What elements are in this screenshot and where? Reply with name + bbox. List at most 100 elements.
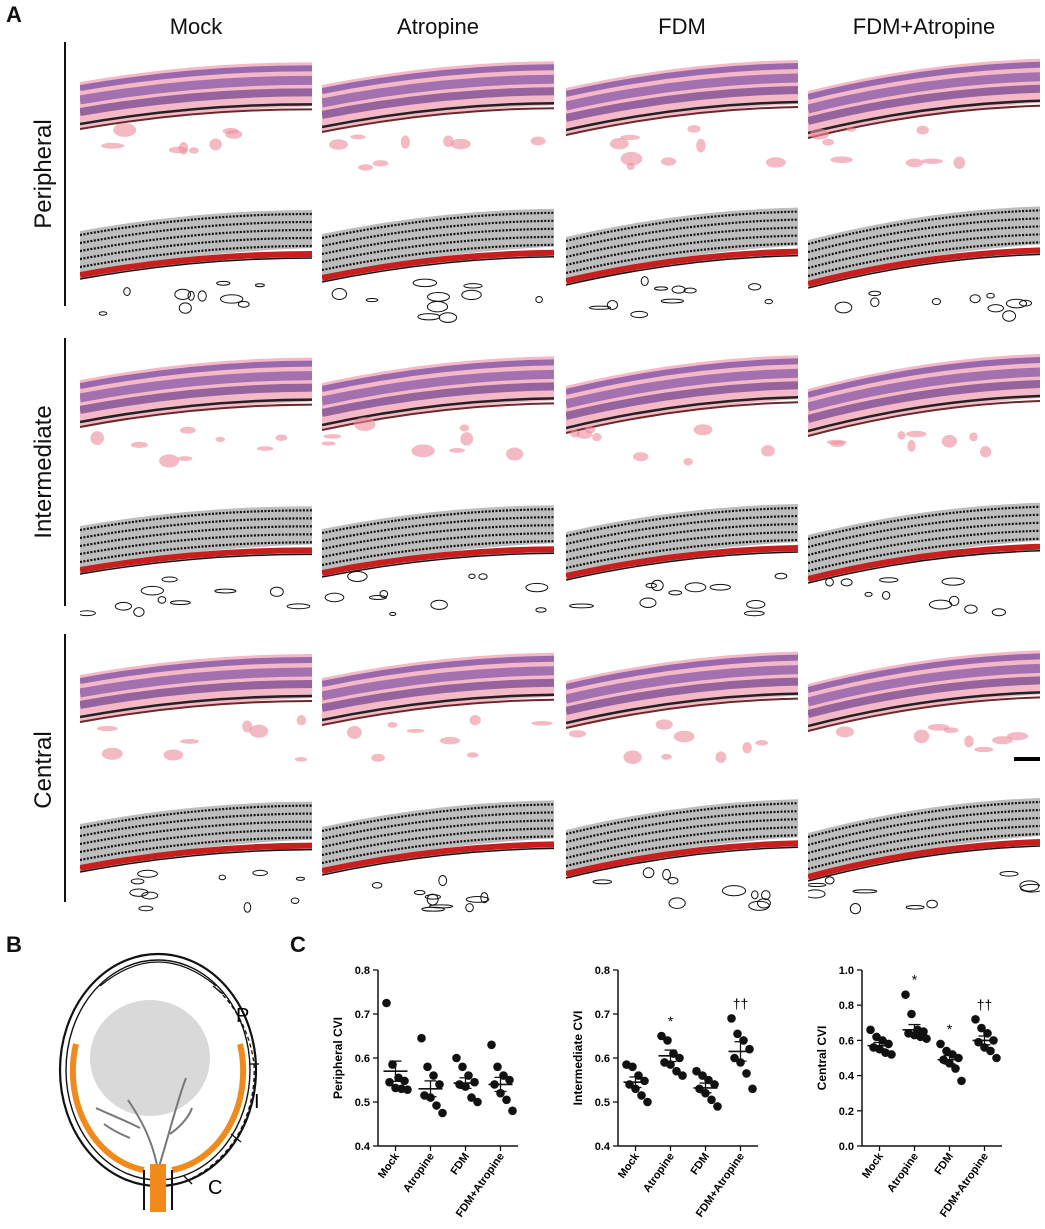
he-image-central-fdm-atropine (808, 640, 1040, 768)
data-point (704, 1075, 713, 1085)
data-point (637, 1091, 646, 1100)
data-point (884, 1039, 893, 1049)
binarized-image-intermediate-mock (80, 492, 312, 620)
eye-diagram: P I C (40, 948, 280, 1223)
he-image-central-fdm (566, 640, 798, 768)
data-point (672, 1066, 681, 1076)
y-tick-label: 0.6 (595, 1053, 610, 1065)
he-image-peripheral-fdm-atropine (808, 48, 1040, 176)
binarized-image-intermediate-fdm (566, 492, 798, 620)
column-header-mock: Mock (169, 14, 223, 39)
x-tick-label: Atropine (401, 1151, 437, 1195)
data-point (907, 1009, 916, 1019)
data-point (400, 1076, 409, 1086)
binarized-image-intermediate-atropine (322, 492, 554, 620)
data-point (435, 1080, 444, 1089)
data-point (467, 1093, 476, 1102)
y-axis-label: Central CVI (815, 1026, 829, 1091)
data-point (692, 1066, 701, 1076)
panel-b-letter: B (6, 932, 22, 957)
data-point (432, 1101, 441, 1110)
data-point (657, 1031, 666, 1041)
data-point (977, 1023, 986, 1033)
row-divider-peripheral (64, 42, 66, 306)
data-point (473, 1097, 482, 1107)
data-point (417, 1033, 426, 1043)
row-label-central: Central (30, 731, 57, 809)
panel-a-letter: A (6, 2, 22, 27)
data-point (493, 1062, 502, 1072)
binarized-image-intermediate-fdm-atropine (808, 492, 1040, 620)
y-axis-label: Peripheral CVI (331, 1017, 345, 1099)
data-point (887, 1050, 896, 1059)
scale-bar (1014, 757, 1040, 761)
y-tick-label: 0.5 (595, 1097, 610, 1109)
row-divider-intermediate (64, 338, 66, 606)
he-image-peripheral-atropine (322, 48, 554, 176)
plot-central-cvi: 0.0 0.2 0.4 0.6 0.8 1.0 Central CVI Mock Atropin… (804, 960, 1014, 1229)
column-header-atropine: Atropine (397, 14, 479, 39)
binarized-image-peripheral-mock (80, 196, 312, 324)
row-label-peripheral: Peripheral (30, 119, 57, 229)
data-point (634, 1071, 643, 1080)
data-point (992, 1053, 1001, 1063)
optic-nerve (150, 1164, 166, 1212)
data-point (742, 1069, 751, 1078)
data-point (640, 1076, 649, 1086)
x-tick-label: FDM (688, 1151, 711, 1177)
panel-c-letter: C (290, 932, 306, 957)
he-image-peripheral-fdm (566, 48, 798, 176)
data-point (866, 1025, 875, 1035)
data-point (470, 1077, 479, 1087)
data-point (936, 1039, 945, 1049)
data-point (922, 1034, 931, 1043)
y-tick-label: 0.7 (355, 1009, 370, 1021)
data-point (403, 1085, 412, 1094)
data-point (502, 1095, 511, 1105)
row-label-intermediate: Intermediate (30, 405, 57, 539)
data-point (951, 1064, 960, 1073)
data-point (695, 1084, 704, 1094)
data-point (713, 1102, 722, 1111)
data-point (631, 1084, 640, 1094)
binarized-image-central-fdm (566, 788, 798, 916)
binarized-image-central-fdm-atropine (808, 788, 1040, 916)
label-i: I (254, 1091, 260, 1113)
y-tick-label: 0.2 (839, 1106, 854, 1118)
data-point (971, 1014, 980, 1024)
x-tick-label: FDM (932, 1151, 955, 1177)
column-header-fdm-atropine: FDM+Atropine (852, 14, 996, 39)
data-point (487, 1040, 496, 1050)
plot-intermediate-cvi: 0.4 0.5 0.6 0.7 0.8 Intermediate CVI Mock Atrop… (560, 960, 770, 1229)
y-tick-label: 0.4 (355, 1141, 371, 1153)
data-point (643, 1097, 652, 1107)
he-image-intermediate-atropine (322, 344, 554, 472)
data-point (423, 1062, 432, 1072)
y-tick-label: 0.6 (355, 1053, 370, 1065)
data-point (505, 1075, 514, 1085)
data-point (388, 1060, 397, 1069)
data-point (385, 1077, 394, 1087)
y-axis-label: Intermediate CVI (571, 1011, 585, 1106)
label-c: C (208, 1177, 222, 1199)
data-point (710, 1080, 719, 1089)
y-tick-label: 1.0 (839, 965, 854, 977)
data-point (901, 990, 910, 999)
row-divider-central (64, 634, 66, 902)
data-point (727, 1014, 736, 1023)
data-point (458, 1062, 467, 1072)
x-tick-label: Mock (376, 1150, 402, 1181)
y-tick-label: 0.8 (595, 965, 610, 977)
y-tick-label: 0.7 (595, 1009, 610, 1021)
binarized-image-peripheral-atropine (322, 196, 554, 324)
data-point (698, 1071, 707, 1080)
y-tick-label: 0.4 (595, 1141, 611, 1153)
data-point (426, 1093, 435, 1102)
y-tick-label: 0.8 (839, 1000, 854, 1012)
y-tick-label: 0.4 (839, 1071, 855, 1083)
data-point (628, 1062, 637, 1072)
label-p: P (236, 1005, 249, 1027)
binarized-image-central-atropine (322, 788, 554, 916)
data-point (736, 1058, 745, 1067)
he-image-central-mock (80, 640, 312, 768)
